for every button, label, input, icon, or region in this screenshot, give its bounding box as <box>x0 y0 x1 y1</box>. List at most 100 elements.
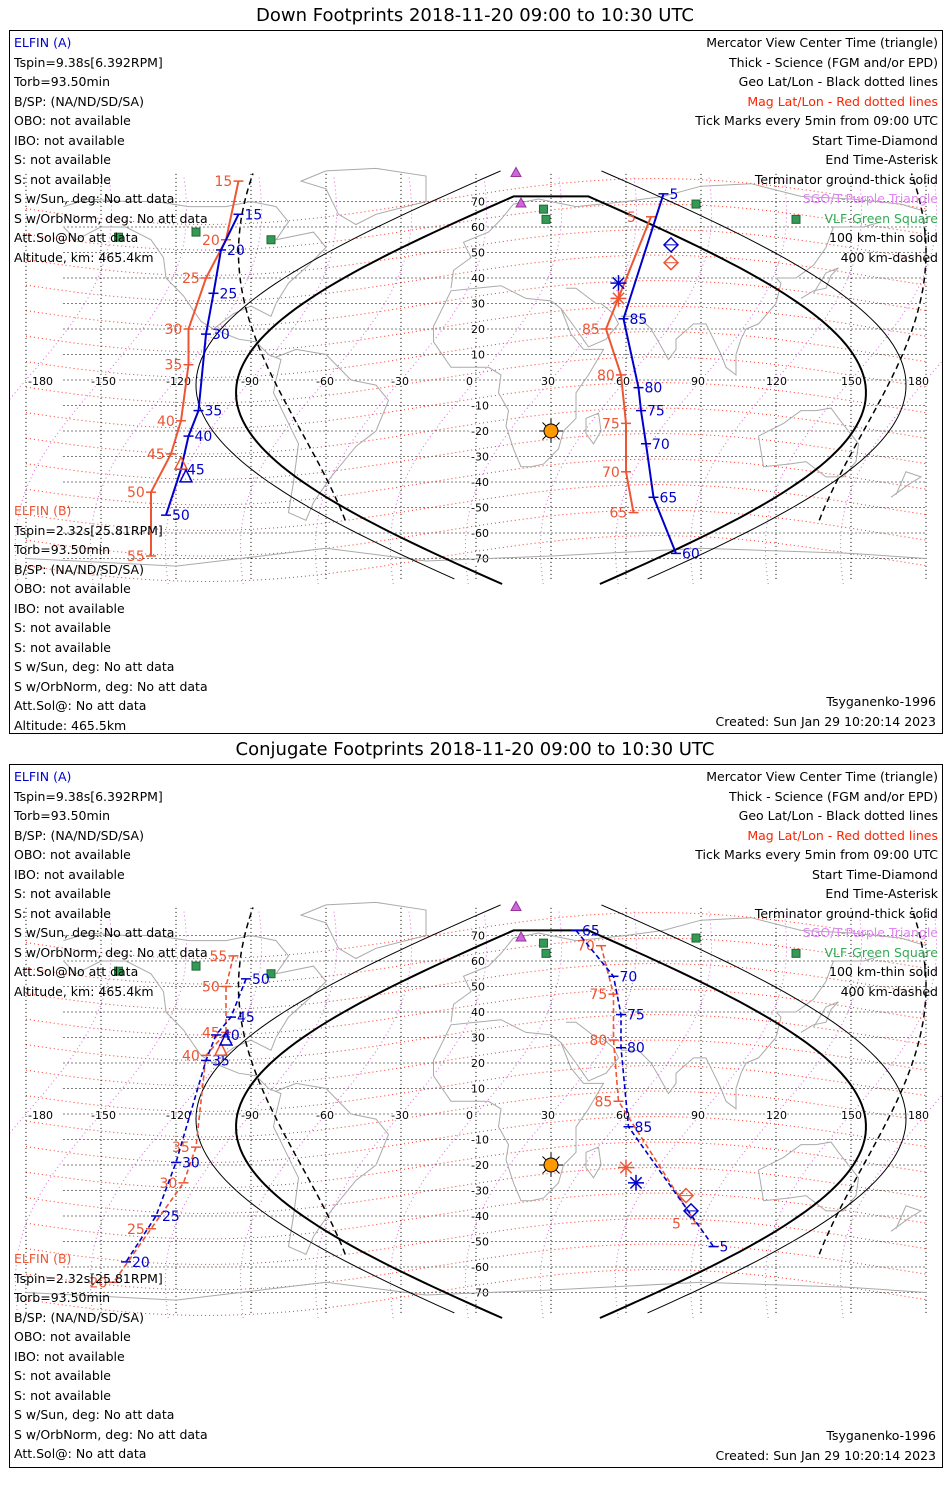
probe-b-tick-label: 20 <box>202 233 220 249</box>
terminator <box>235 195 867 585</box>
probe-a-name: ELFIN (A) <box>14 769 72 784</box>
legend-geo: Geo Lat/Lon - Black dotted lines <box>738 74 938 89</box>
probe-b-name: ELFIN (B) <box>14 1251 72 1266</box>
mag-meridian-line <box>764 175 938 585</box>
probe-b-orbnorm: S w/OrbNorm, deg: No att data <box>14 678 208 694</box>
coastline <box>585 1146 602 1179</box>
probe-b-sun: S w/Sun, deg: No att data <box>14 659 175 674</box>
vlf-square <box>191 961 201 971</box>
legend-ticks: Tick Marks every 5min from 09:00 UTC <box>695 113 938 128</box>
coastline <box>621 955 882 1110</box>
lon-label: 150 <box>841 1109 862 1122</box>
legend-sgo: SGO/T-Purple Triangle <box>802 191 938 206</box>
lon-label: 90 <box>691 375 705 388</box>
probe-a-tspin: Tspin=9.38s[6.392RPM] <box>14 788 163 804</box>
probe-a-altitude: Altitude, km: 465.4km <box>14 983 154 999</box>
lat-label: 60 <box>471 221 485 234</box>
coastline <box>25 1281 927 1301</box>
lat-label: -10 <box>471 1134 489 1147</box>
sun-ray <box>542 1169 547 1174</box>
lon-label: -120 <box>166 1109 191 1122</box>
probe-a-tspin: Tspin=9.38s[6.392RPM] <box>14 54 163 70</box>
mag-meridian-line <box>689 909 863 1319</box>
mag-lat-line <box>25 305 927 353</box>
legend-center: Mercator View Center Time (triangle) <box>706 35 938 50</box>
mag-meridian-line <box>764 909 938 1319</box>
probe-b-ibo: IBO: not available <box>14 600 125 616</box>
terminator <box>235 929 867 1319</box>
coastline <box>800 267 839 299</box>
mag-meridian-line <box>614 175 788 585</box>
lat-label: 50 <box>471 981 485 994</box>
map-panel-down: -180 -150 -120 -90 -60 -30 0 30 60 90 120 150 180 70 6… <box>9 30 943 734</box>
mag-meridian-line <box>14 909 188 1319</box>
mag-lat-line <box>25 433 927 480</box>
probe-a-sun: S w/Sun, deg: No att data <box>14 191 175 206</box>
mag-lat-line <box>25 509 927 557</box>
mag-lat-line <box>25 1141 927 1189</box>
coastline <box>299 901 427 960</box>
lat-label: -30 <box>471 451 489 464</box>
vlf-square <box>539 204 548 214</box>
coastline <box>450 183 927 289</box>
probe-a-name: ELFIN (A) <box>14 35 72 50</box>
legend-vlf: VLF-Green Square <box>824 944 938 960</box>
mag-meridian-line <box>164 175 338 585</box>
coastline <box>758 1141 860 1212</box>
terminator-100km-east <box>601 904 907 1314</box>
probe-b-tick-label: 55 <box>127 549 145 565</box>
mag-lat-line <box>25 280 927 327</box>
probe-b-tick-label: 55 <box>210 949 228 965</box>
vlf-square <box>266 969 276 979</box>
legend: Mercator View Center Time (triangle) Thi… <box>695 767 938 1001</box>
mag-meridian-line <box>839 360 942 585</box>
lon-label: -120 <box>166 375 191 388</box>
probe-a-tick-label: 35 <box>205 404 223 420</box>
mag-lat-line <box>25 1065 927 1112</box>
probe-b-sun: S w/Sun, deg: No att data <box>14 1407 175 1422</box>
lon-label: 120 <box>766 375 787 388</box>
probe-b-tick-label: 50 <box>202 980 220 996</box>
coastline <box>433 285 605 468</box>
lat-label: 20 <box>471 323 485 336</box>
mag-lat-line <box>25 203 927 251</box>
terminator-400km <box>237 173 346 521</box>
probe-b-tspin: Tspin=2.32s[25.81RPM] <box>14 522 163 538</box>
start-diamond <box>682 1202 700 1219</box>
probe-a-bsp: B/SP: (NA/ND/SD/SA) <box>14 827 144 843</box>
sun-ray <box>555 435 560 440</box>
probe-b-bsp: B/SP: (NA/ND/SD/SA) <box>14 1309 144 1325</box>
probe-b-ibo: IBO: not available <box>14 1348 125 1364</box>
lat-label: 70 <box>471 196 485 209</box>
probe-a-tick-label: 40 <box>195 429 213 445</box>
lat-label: 40 <box>471 272 485 285</box>
mag-meridian-line <box>464 175 638 585</box>
vlf-square <box>541 948 551 958</box>
lat-label: -40 <box>471 476 489 489</box>
lon-label: -30 <box>391 375 409 388</box>
mag-meridian-line <box>389 175 563 585</box>
end-asterisk <box>629 1176 643 1190</box>
probe-a-orbnorm: S w/OrbNorm, deg: No att data <box>14 210 208 226</box>
legend-geo: Geo Lat/Lon - Black dotted lines <box>738 808 938 823</box>
probe-b-tick-label: 5 <box>627 210 636 226</box>
sgo-triangle <box>510 166 522 177</box>
mag-lat-line <box>25 331 927 378</box>
probe-b-tick-label: 20 <box>90 1275 108 1291</box>
terminator-400km-east <box>818 907 927 1255</box>
lat-label: 10 <box>471 349 485 362</box>
panel-title-down: Down Footprints 2018-11-20 09:00 to 10:3… <box>256 5 694 26</box>
mag-meridian-line <box>539 175 713 585</box>
legend-end: End Time-Asterisk <box>825 152 938 167</box>
coastline <box>621 221 882 376</box>
mag-meridian-line <box>89 175 263 585</box>
start-diamond <box>677 1187 695 1204</box>
start-diamond <box>662 254 680 271</box>
lon-label: -30 <box>391 1109 409 1122</box>
model-label: Tsyganenko-1996 <box>826 1428 936 1443</box>
probe-a-track <box>165 213 240 516</box>
mag-lat-line <box>25 407 927 455</box>
lon-label: 180 <box>908 375 929 388</box>
sun-ray <box>542 1156 547 1161</box>
probe-a-torb: Torb=93.50min <box>14 808 111 823</box>
